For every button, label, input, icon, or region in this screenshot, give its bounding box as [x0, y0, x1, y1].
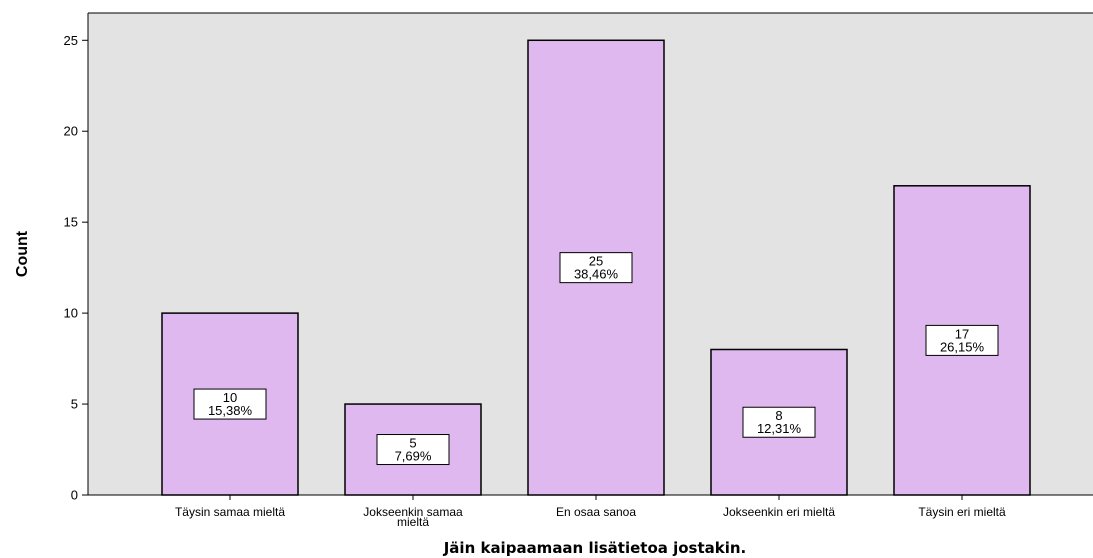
data-label-percent: 12,31%	[757, 421, 802, 436]
x-category-label: mieltä	[397, 515, 429, 529]
data-label-box	[925, 324, 999, 356]
x-category-label: Täysin samaa mieltä	[175, 505, 285, 519]
y-tick-label: 5	[71, 397, 78, 412]
y-tick-label: 25	[64, 33, 78, 48]
x-category-label: Täysin eri mieltä	[918, 505, 1006, 519]
y-axis-title: Count	[14, 230, 31, 277]
data-label-percent: 26,15%	[940, 339, 985, 354]
y-tick-label: 0	[71, 488, 78, 503]
data-label-box	[376, 434, 450, 466]
x-axis-title: Jäin kaipaamaan lisätietoa jostakin.	[443, 539, 747, 557]
x-category-label: En osaa sanoa	[556, 505, 636, 519]
data-label-box	[193, 388, 267, 420]
y-tick-label: 20	[64, 124, 78, 139]
data-label-percent: 38,46%	[574, 267, 619, 282]
x-category-label: Jokseenkin eri mieltä	[723, 505, 835, 519]
data-label-percent: 15,38%	[208, 403, 253, 418]
data-label-count: 17	[955, 326, 969, 341]
data-label-count: 8	[775, 408, 782, 423]
data-label-percent: 7,69%	[395, 449, 432, 464]
data-label-count: 5	[409, 436, 416, 451]
data-label-box	[559, 252, 633, 284]
data-label-box	[742, 406, 816, 438]
data-label-count: 10	[223, 390, 237, 405]
x-category-label: Jokseenkin samaa	[363, 505, 463, 519]
y-tick-label: 15	[64, 215, 78, 230]
y-tick-label: 10	[64, 306, 78, 321]
data-label-count: 25	[589, 254, 603, 269]
